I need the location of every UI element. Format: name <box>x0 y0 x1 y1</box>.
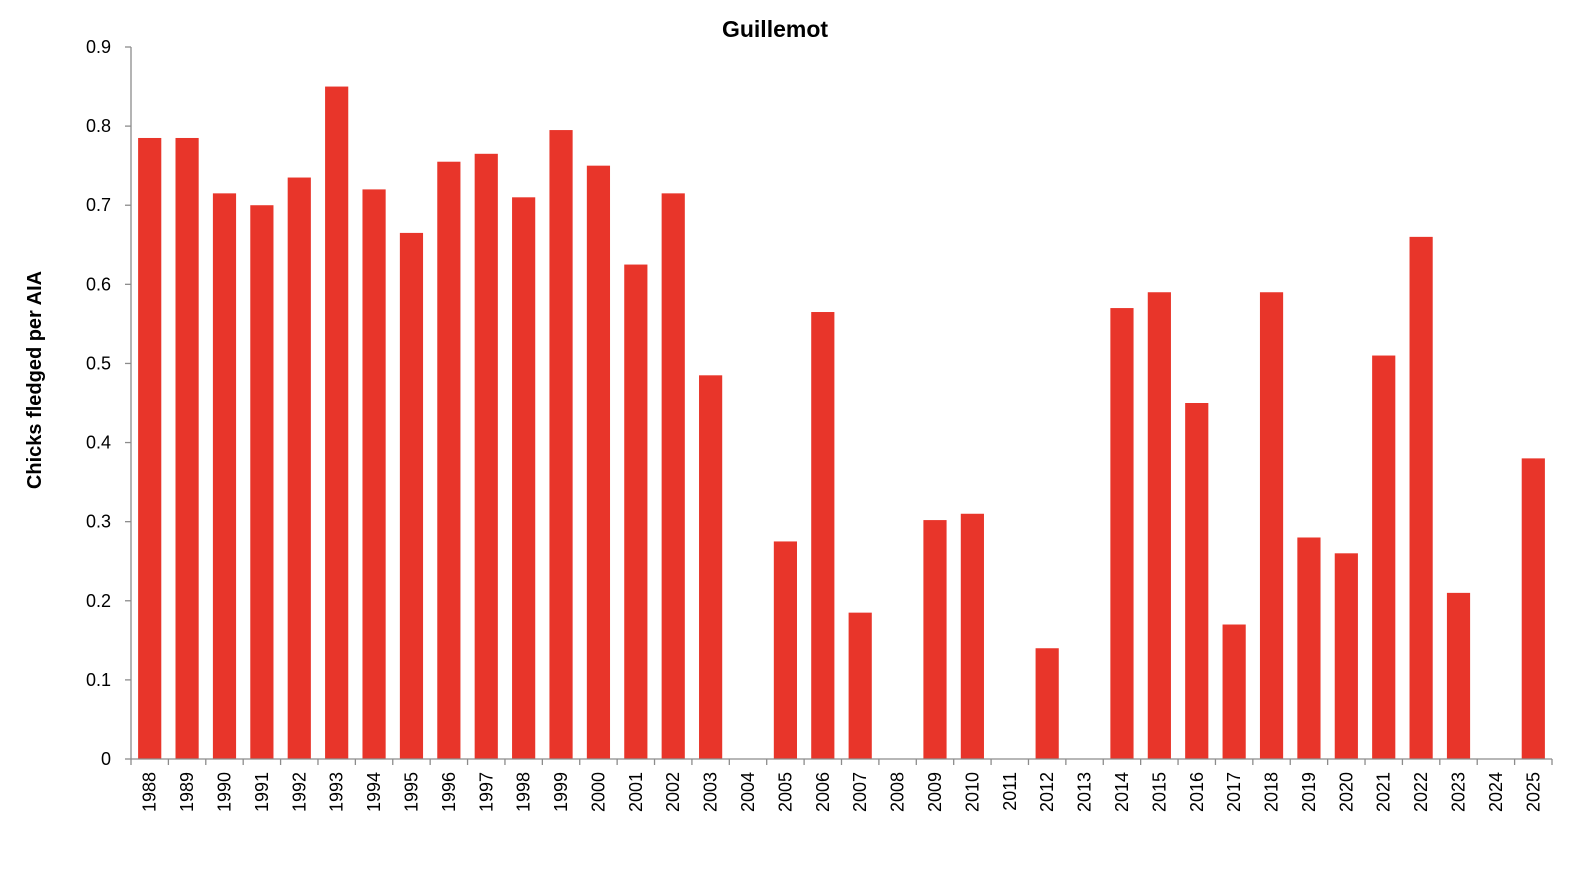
x-tick-label: 2004 <box>738 772 758 812</box>
bar-1999 <box>549 130 573 760</box>
bar-2025 <box>1521 458 1545 759</box>
x-tick-label: 1999 <box>551 772 571 812</box>
x-tick-label: 2001 <box>626 772 646 812</box>
bar-2022 <box>1409 236 1433 759</box>
bar-2000 <box>586 165 611 759</box>
bar-2017 <box>1222 624 1246 759</box>
x-tick-label: 2020 <box>1336 772 1356 812</box>
x-tick-label: 2006 <box>813 772 833 812</box>
x-tick-label: 2016 <box>1187 772 1207 812</box>
x-tick-label: 1998 <box>514 772 534 812</box>
bar-2005 <box>773 541 798 759</box>
y-tick-label: 0.2 <box>86 591 111 611</box>
y-tick-label: 0.8 <box>86 116 111 136</box>
bar-1992 <box>287 177 311 760</box>
x-tick-label: 2005 <box>775 772 795 812</box>
x-tick-label: 1988 <box>140 772 160 812</box>
x-tick-label: 2024 <box>1486 772 1506 812</box>
bar-1995 <box>399 232 424 759</box>
y-tick-label: 0.1 <box>86 670 111 690</box>
x-tick-label: 1996 <box>439 772 459 812</box>
x-tick-label: 2015 <box>1149 772 1169 812</box>
bar-1994 <box>362 189 386 759</box>
bars <box>138 86 1545 760</box>
x-tick-label: 1993 <box>327 772 347 812</box>
y-axis-ticks: 0 0.1 0.2 0.3 0.4 0.5 0.6 0.7 0.8 0.9 <box>86 37 131 769</box>
x-tick-label: 2000 <box>588 772 608 812</box>
y-tick-label: 0.9 <box>86 37 111 57</box>
x-tick-label: 2022 <box>1411 772 1431 812</box>
y-tick-label: 0.7 <box>86 195 111 215</box>
bar-1998 <box>512 197 536 760</box>
bar-1996 <box>437 161 461 759</box>
x-tick-label: 2002 <box>663 772 683 812</box>
x-tick-label: 1992 <box>289 772 309 812</box>
x-tick-label: 1997 <box>476 772 496 812</box>
y-tick-label: 0.5 <box>86 353 111 373</box>
bar-2016 <box>1185 403 1209 759</box>
y-axis-label: Chicks fledged per AIA <box>24 271 46 489</box>
x-tick-label: 2018 <box>1262 772 1282 812</box>
bar-1988 <box>138 137 162 759</box>
x-tick-label: 2019 <box>1299 772 1319 812</box>
x-tick-label: 2021 <box>1374 772 1394 812</box>
bar-2012 <box>1035 648 1059 759</box>
bar-1990 <box>212 193 237 759</box>
x-tick-label: 2017 <box>1224 772 1244 812</box>
bar-2006 <box>811 312 835 759</box>
bar-1991 <box>250 205 274 759</box>
bar-2010 <box>960 513 984 759</box>
x-tick-label: 2009 <box>925 772 945 812</box>
bar-2020 <box>1334 553 1358 759</box>
x-tick-label: 1991 <box>252 772 272 812</box>
bar-2018 <box>1259 292 1284 759</box>
x-tick-label: 1995 <box>401 772 421 812</box>
bar-2015 <box>1147 292 1171 759</box>
x-tick-label: 2025 <box>1523 772 1543 812</box>
x-tick-label: 1994 <box>364 772 384 812</box>
bar-1989 <box>175 137 199 759</box>
chart-title: Guillemot <box>722 16 828 42</box>
bar-1997 <box>474 153 498 760</box>
x-tick-label: 2013 <box>1075 772 1095 812</box>
x-tick-label: 2003 <box>701 772 721 812</box>
bar-2001 <box>624 264 648 759</box>
bar-2014 <box>1110 308 1134 759</box>
y-tick-label: 0.4 <box>86 433 111 453</box>
bar-2009 <box>923 520 947 759</box>
y-tick-label: 0.3 <box>86 512 111 532</box>
x-tick-label: 2008 <box>888 772 908 812</box>
x-tick-label: 2010 <box>962 772 982 812</box>
x-tick-label: 2011 <box>1000 772 1020 811</box>
x-tick-label: 2023 <box>1449 772 1469 812</box>
bar-1993 <box>325 86 349 760</box>
x-tick-label: 2012 <box>1037 772 1057 812</box>
x-tick-label: 1990 <box>214 772 234 812</box>
bar-2019 <box>1297 537 1321 759</box>
y-tick-label: 0 <box>101 749 111 769</box>
x-tick-label: 2007 <box>850 772 870 812</box>
bar-2002 <box>661 193 685 759</box>
x-tick-label: 2014 <box>1112 772 1132 812</box>
x-axis-ticks: 1988 1989 1990 1991 1992 1993 1994 1995 1996 1997… <box>130 759 1553 812</box>
bar-2003 <box>699 375 723 759</box>
x-tick-label: 1989 <box>177 772 197 812</box>
bar-2021 <box>1372 355 1396 759</box>
y-tick-label: 0.6 <box>86 274 111 294</box>
bar-2023 <box>1446 592 1471 759</box>
bar-2007 <box>848 612 872 759</box>
